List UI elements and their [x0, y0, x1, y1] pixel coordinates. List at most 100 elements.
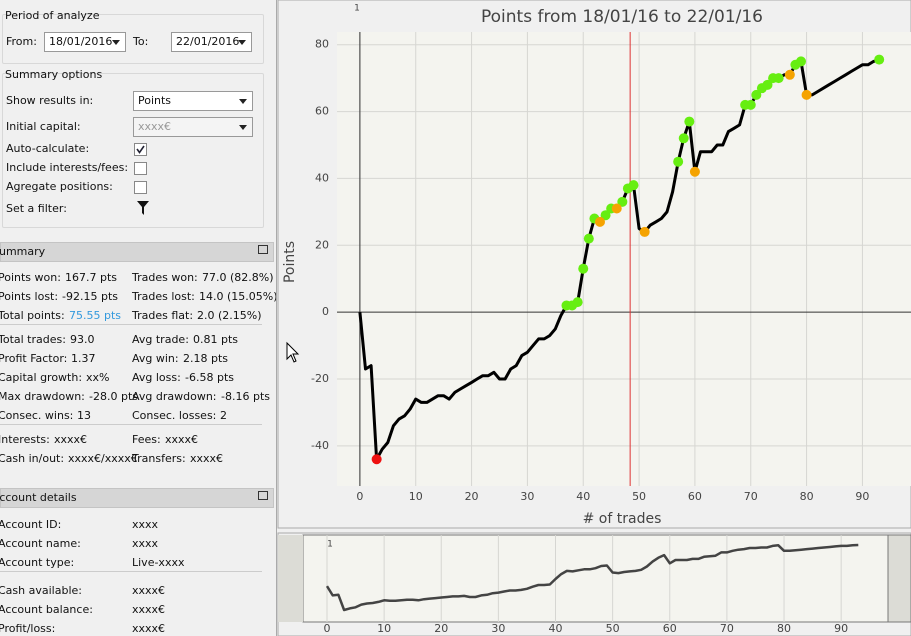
x-tick-label: 10: [377, 622, 391, 635]
stat-value: 0.81 pts: [193, 333, 239, 346]
overview-handle[interactable]: [278, 535, 303, 622]
stat-label: Capital growth:: [0, 371, 83, 384]
stat-label: Total trades:: [0, 333, 66, 346]
trade-marker: [801, 89, 812, 100]
label: Auto-calculate:: [6, 142, 90, 155]
panel-label: 1: [327, 540, 333, 550]
trade-marker: [572, 297, 583, 308]
stat-value: -28.0 pts: [89, 390, 138, 403]
account-label: Account name:: [0, 537, 81, 550]
y-tick-label: 80: [315, 38, 329, 51]
trade-marker: [684, 116, 695, 127]
undock-icon[interactable]: [258, 491, 268, 500]
date-select[interactable]: 22/01/2016: [171, 32, 252, 52]
account-label: Account type:: [0, 556, 75, 569]
x-tick-label: 60: [663, 622, 677, 635]
overview-area[interactable]: [302, 534, 889, 623]
x-axis-label: # of trades: [583, 511, 662, 527]
group-box: [2, 73, 264, 228]
x-tick-label: 70: [744, 490, 758, 503]
stat-label: Avg drawdown:: [132, 390, 217, 403]
account-label: Profit/loss:: [0, 622, 56, 635]
trade-marker: [639, 226, 650, 237]
trade-marker: [617, 196, 628, 207]
stat-value: xxxx€: [190, 452, 224, 465]
stat-value: xxxx€/xxxx€: [68, 452, 138, 465]
trade-marker: [773, 73, 784, 84]
x-tick-label: 30: [520, 490, 534, 503]
x-tick-label: 40: [549, 622, 563, 635]
stat-label: Consec. wins:: [0, 409, 74, 422]
trade-marker: [578, 263, 589, 274]
capital-input[interactable]: xxxx€: [133, 117, 253, 137]
x-tick-label: 50: [632, 490, 646, 503]
y-tick-label: -20: [311, 372, 329, 385]
account-label: Cash available:: [0, 584, 82, 597]
stat-label: Avg trade:: [132, 333, 189, 346]
y-tick-label: -40: [311, 439, 329, 452]
filter-icon[interactable]: [136, 200, 150, 221]
stat-value: 2.18 pts: [183, 352, 229, 365]
stat-label: Transfers:: [132, 452, 186, 465]
x-tick-label: 80: [800, 490, 814, 503]
stat-value: 1.37: [71, 352, 96, 365]
trade-marker: [611, 203, 622, 214]
x-tick-label: 20: [465, 490, 479, 503]
account-value: xxxx€: [132, 622, 166, 635]
trade-marker: [673, 156, 684, 167]
trade-marker: [600, 210, 611, 221]
y-tick-label: 60: [315, 105, 329, 118]
stat-value: 167.7 pts: [65, 271, 118, 284]
trade-marker: [745, 99, 756, 110]
unit-select[interactable]: Points: [133, 91, 253, 111]
x-tick-label: 60: [688, 490, 702, 503]
stat-label: Cash in/out:: [0, 452, 65, 465]
y-axis-label: Points: [282, 241, 298, 283]
stat-label: Interests:: [0, 433, 50, 446]
x-tick-label: 80: [777, 622, 791, 635]
stat-value: xxxx€: [54, 433, 88, 446]
y-tick-label: 20: [315, 238, 329, 251]
undock-icon[interactable]: [258, 245, 268, 254]
account-value: xxxx€: [132, 584, 166, 597]
stat-value: 14.0 (15.05%): [199, 290, 277, 303]
stat-label: Trades lost:: [132, 290, 195, 303]
section-title: Summary: [0, 245, 46, 258]
account-value: xxxx: [132, 537, 159, 550]
account-value: Live-xxxx: [132, 556, 185, 569]
panel-label: 1: [354, 4, 360, 14]
trade-marker: [751, 89, 762, 100]
x-tick-label: 50: [606, 622, 620, 635]
separator: [0, 571, 262, 572]
stat-label: Trades flat:: [132, 309, 194, 322]
group-title: Period of analyze: [5, 9, 100, 22]
trade-marker: [689, 166, 700, 177]
trade-marker: [628, 180, 639, 191]
section-header: [0, 242, 274, 262]
stat-label: Points lost:: [0, 290, 59, 303]
account-value: xxxx€: [132, 603, 166, 616]
account-value: xxxx: [132, 518, 159, 531]
date-select[interactable]: 18/01/2016: [44, 32, 126, 52]
stat-label: Avg win:: [132, 352, 179, 365]
account-label: Account balance:: [0, 603, 93, 616]
x-tick-label: 0: [323, 622, 330, 635]
y-tick-label: 40: [315, 171, 329, 184]
stat-value: -8.16 pts: [221, 390, 270, 403]
mouse-cursor: [286, 341, 300, 363]
label: Initial capital:: [6, 120, 81, 133]
overview-handle[interactable]: [887, 534, 911, 623]
checkbox[interactable]: [134, 162, 147, 175]
checkbox[interactable]: [134, 143, 147, 156]
y-tick-label: 0: [322, 305, 329, 318]
chart-title: Points from 18/01/16 to 22/01/16: [481, 7, 763, 27]
stat-value: -92.15 pts: [62, 290, 118, 303]
plot-area: [337, 32, 911, 486]
stat-label: Total points:: [0, 309, 65, 322]
stat-label: Fees:: [132, 433, 161, 446]
x-tick-label: 20: [434, 622, 448, 635]
checkbox[interactable]: [134, 181, 147, 194]
label: From:: [6, 35, 37, 48]
